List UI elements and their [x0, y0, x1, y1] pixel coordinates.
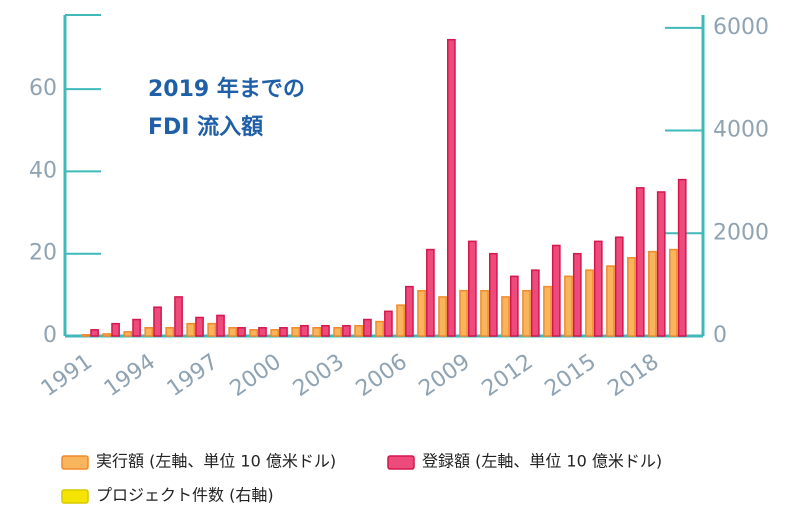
- bar: [258, 327, 267, 337]
- bar: [291, 327, 301, 337]
- bar: [417, 289, 426, 337]
- bar: [153, 306, 162, 337]
- bar: [480, 289, 489, 337]
- bar: [405, 285, 414, 337]
- bar: [459, 289, 468, 337]
- bar: [279, 327, 288, 337]
- x-tick-label: 1997: [163, 349, 223, 402]
- bar: [426, 248, 435, 337]
- bar: [186, 322, 196, 337]
- y2-tick-label: 2000: [713, 220, 769, 245]
- legend-swatch: [61, 455, 89, 470]
- bar: [144, 327, 154, 337]
- bar: [312, 327, 321, 337]
- bar: [300, 324, 309, 337]
- bar: [132, 318, 141, 337]
- bar: [195, 316, 204, 337]
- y2-tick-label: 0: [713, 323, 727, 348]
- bar: [447, 38, 456, 337]
- y-tick-label: 20: [29, 241, 57, 266]
- legend-swatch: [61, 489, 89, 504]
- bar: [656, 191, 666, 337]
- bar: [614, 236, 624, 337]
- bar: [102, 333, 112, 337]
- bar: [375, 320, 384, 337]
- x-tick-label: 1994: [100, 349, 160, 402]
- bar: [321, 324, 330, 337]
- bar: [174, 296, 183, 337]
- bar: [488, 252, 498, 337]
- bar: [593, 240, 603, 337]
- bar: [384, 310, 393, 337]
- bar: [606, 265, 615, 337]
- bar: [207, 322, 217, 337]
- bar: [669, 248, 678, 337]
- y-tick-label: 0: [43, 323, 57, 348]
- x-tick-label: 1991: [37, 349, 97, 402]
- chart-title: FDI 流入額: [148, 114, 263, 140]
- bar: [81, 334, 91, 337]
- legend-label: 登録額 (左軸、単位 10 億米ドル): [422, 452, 662, 471]
- bar: [627, 257, 636, 337]
- bar: [543, 285, 552, 337]
- bar: [123, 331, 133, 337]
- x-tick-label: 2018: [603, 349, 663, 402]
- bar: [165, 327, 175, 337]
- bar: [522, 289, 531, 337]
- bar: [228, 327, 238, 337]
- x-tick-label: 2003: [289, 349, 349, 402]
- bar: [530, 269, 540, 337]
- bar: [90, 329, 99, 337]
- legend-label: プロジェクト件数 (右軸): [96, 486, 274, 505]
- bar: [677, 178, 687, 337]
- bar: [509, 275, 519, 337]
- bar: [501, 296, 510, 337]
- bar: [237, 327, 246, 337]
- bar: [363, 318, 372, 337]
- bar: [635, 187, 645, 337]
- bar: [342, 324, 351, 337]
- y-tick-label: 60: [29, 76, 57, 101]
- bar: [467, 240, 477, 337]
- y2-tick-label: 4000: [713, 118, 769, 143]
- bar: [551, 244, 561, 337]
- bar: [564, 275, 573, 337]
- x-tick-label: 2000: [226, 349, 286, 402]
- bar: [270, 329, 280, 337]
- y-tick-label: 40: [29, 158, 57, 183]
- bar: [572, 252, 582, 337]
- bar: [216, 314, 225, 337]
- bar: [396, 304, 405, 337]
- chart-title: 2019 年までの: [148, 76, 305, 102]
- bar: [585, 269, 594, 337]
- x-tick-label: 2009: [415, 349, 475, 402]
- x-tick-label: 2015: [541, 349, 601, 402]
- bar: [354, 324, 363, 337]
- x-tick-label: 2012: [478, 349, 538, 402]
- bar: [249, 329, 259, 337]
- bar: [333, 327, 342, 337]
- x-tick-label: 2006: [352, 349, 412, 402]
- y2-tick-label: 6000: [713, 15, 769, 40]
- bar: [648, 250, 657, 337]
- legend-swatch: [387, 455, 415, 470]
- bar: [438, 296, 447, 337]
- legend-label: 実行額 (左軸、単位 10 億米ドル): [96, 452, 336, 471]
- bar: [111, 322, 120, 337]
